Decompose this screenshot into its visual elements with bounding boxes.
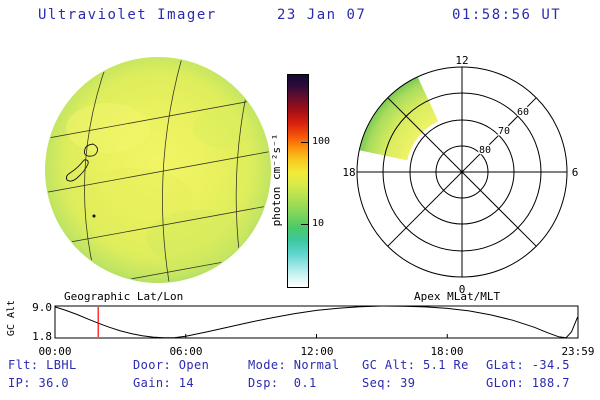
status-gc-alt: GC Alt: 5.1 Re [362, 358, 469, 372]
polar-caption: Apex MLat/MLT [414, 290, 501, 303]
status-ip: IP: 36.0 [8, 376, 69, 390]
mlt-label-6: 6 [572, 166, 579, 179]
disk-image-panel [45, 57, 271, 283]
mlt-label-0: 0 [459, 283, 466, 296]
status-seq: Seq: 39 [362, 376, 416, 390]
colorbar [287, 74, 309, 288]
coastline-new-zealand [65, 143, 98, 218]
colorbar-tick-label-10: 10 [312, 218, 325, 229]
strip-xtick-0: 00:00 [38, 345, 72, 358]
aurora-emission-wedge [359, 76, 439, 161]
strip-xtick-4: 23:59 [561, 345, 595, 358]
colorbar-units-label: photon cm⁻²s⁻¹ [270, 133, 283, 227]
polar-dial-panel: 12 18 6 0 80 70 60 [342, 54, 579, 296]
disk-caption: Geographic Lat/Lon [64, 290, 184, 303]
polar-grid [356, 66, 568, 278]
strip-xtick-3: 18:00 [430, 345, 464, 358]
status-filter: Flt: LBHL [8, 358, 77, 372]
mlt-label-18: 18 [342, 166, 355, 179]
disk-texture [66, 103, 253, 266]
status-door: Door: Open [133, 358, 210, 372]
strip-ytick-top: 9.0 [32, 301, 52, 314]
altitude-curve [54, 305, 579, 339]
status-dsp: Dsp: 0.1 [248, 376, 317, 390]
strip-chart-panel [54, 305, 579, 339]
status-glon: GLon: 188.7 [486, 376, 570, 390]
strip-xtick-2: 12:00 [300, 345, 334, 358]
colorbar-tick-100 [301, 142, 308, 143]
colorbar-tick-10 [301, 224, 308, 225]
strip-ytick-bottom: 1.8 [32, 330, 52, 343]
time-label: 01:58:56 UT [452, 7, 562, 23]
date-label: 23 Jan 07 [277, 7, 367, 23]
status-gain: Gain: 14 [133, 376, 194, 390]
mlat-ring-label-70: 70 [498, 126, 510, 137]
mlt-label-12: 12 [455, 54, 468, 67]
status-glat: GLat: -34.5 [486, 358, 570, 372]
strip-xtick-1: 06:00 [169, 345, 203, 358]
app-title: Ultraviolet Imager [38, 7, 217, 23]
status-mode: Mode: Normal [248, 358, 340, 372]
mlat-ring-label-60: 60 [517, 107, 529, 118]
mlat-ring-label-80: 80 [479, 145, 491, 156]
colorbar-tick-label-100: 100 [312, 136, 331, 147]
